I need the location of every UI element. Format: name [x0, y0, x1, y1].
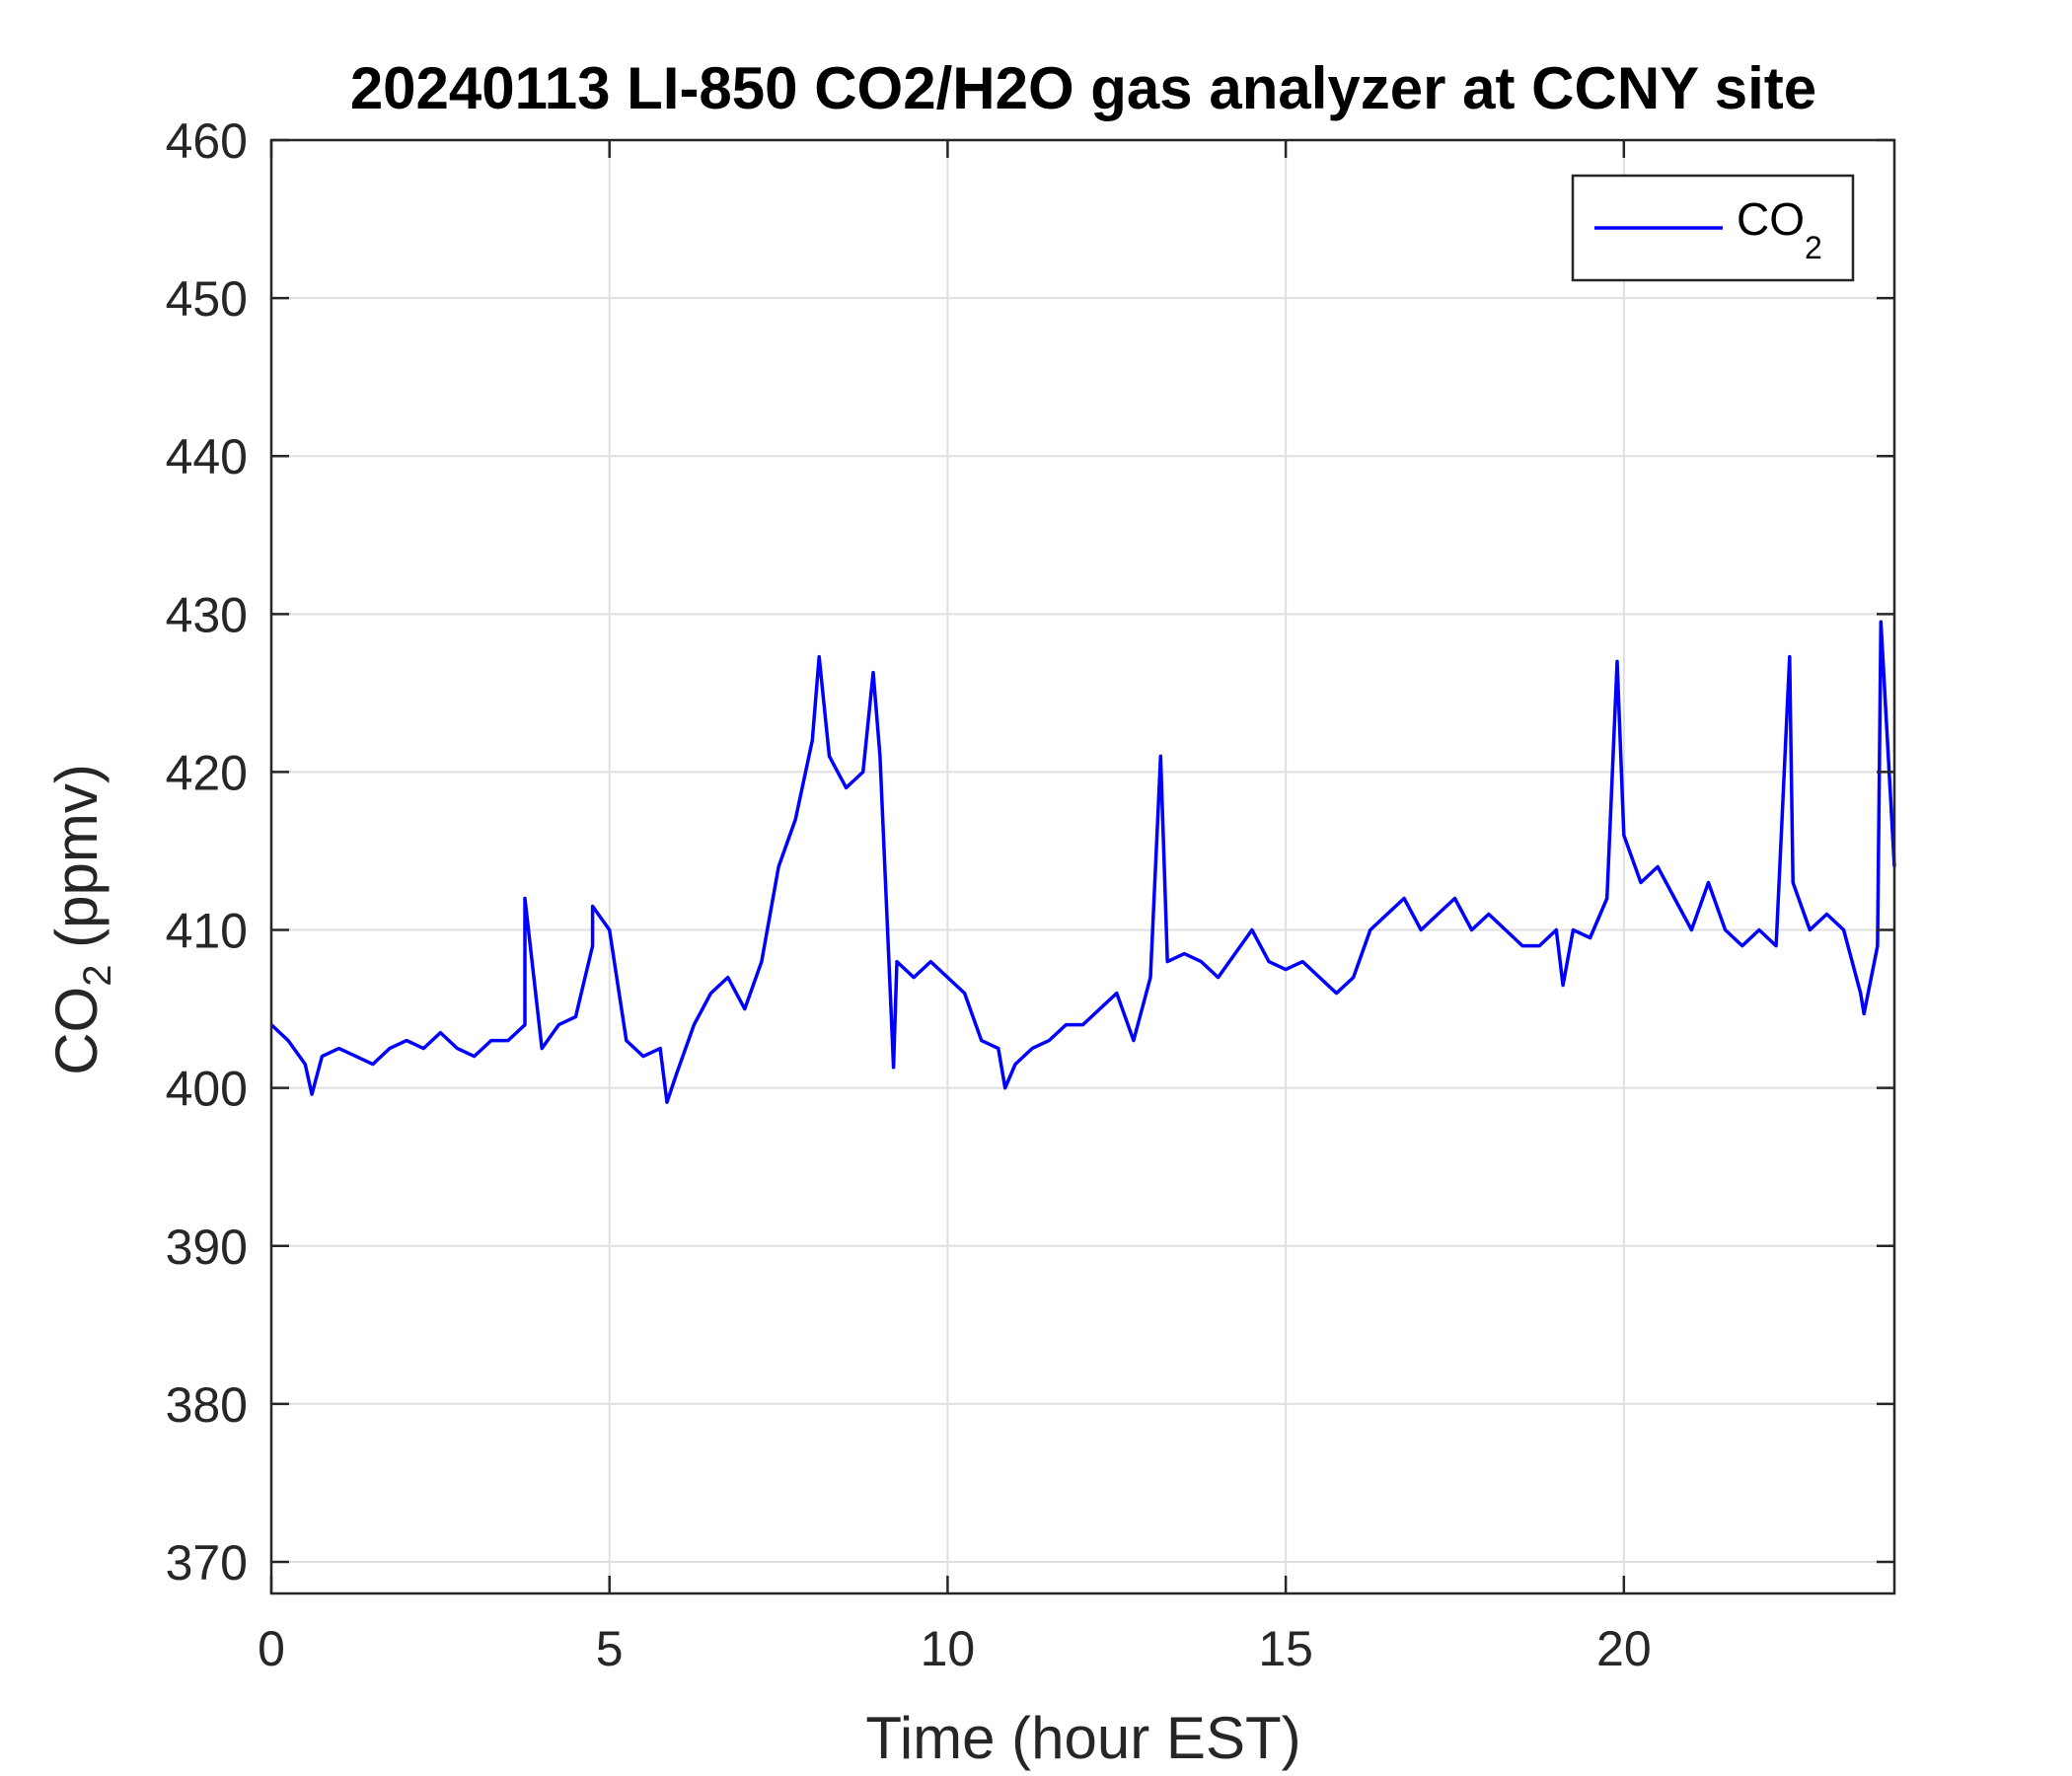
- y-tick-label: 440: [166, 429, 248, 484]
- x-tick-label: 5: [596, 1621, 624, 1676]
- series-line-co2: [269, 620, 1896, 1104]
- y-tick-label: 410: [166, 904, 248, 959]
- chart-title: 20240113 LI-850 CO2/H2O gas analyzer at …: [350, 55, 1816, 121]
- x-tick-label: 10: [921, 1621, 976, 1676]
- y-tick-label: 400: [166, 1062, 248, 1117]
- y-tick-label: 460: [166, 113, 248, 169]
- y-tick-label: 380: [166, 1377, 248, 1433]
- tick-labels: 0 5 10 15 20 370 380 390 400 410 420 430 440 450 460: [166, 113, 1652, 1676]
- y-tick-label: 450: [166, 271, 248, 327]
- y-tick-label: 430: [166, 587, 248, 642]
- y-axis-label: CO2 (ppmv): [43, 764, 119, 1075]
- y-tick-label: 390: [166, 1220, 248, 1275]
- y-tick-label: 370: [166, 1535, 248, 1591]
- legend-label: CO2: [1737, 193, 1822, 265]
- x-tick-label: 15: [1258, 1621, 1313, 1676]
- x-axis-label: Time (hour EST): [865, 1705, 1300, 1771]
- y-tick-label: 420: [166, 745, 248, 800]
- axes-frame: [269, 138, 1896, 1595]
- x-tick-label: 0: [258, 1621, 285, 1676]
- x-tick-label: 20: [1596, 1621, 1652, 1676]
- legend: CO2: [1571, 174, 1855, 282]
- plot-area: [269, 620, 1896, 1104]
- axis-ticks: [269, 138, 1894, 1593]
